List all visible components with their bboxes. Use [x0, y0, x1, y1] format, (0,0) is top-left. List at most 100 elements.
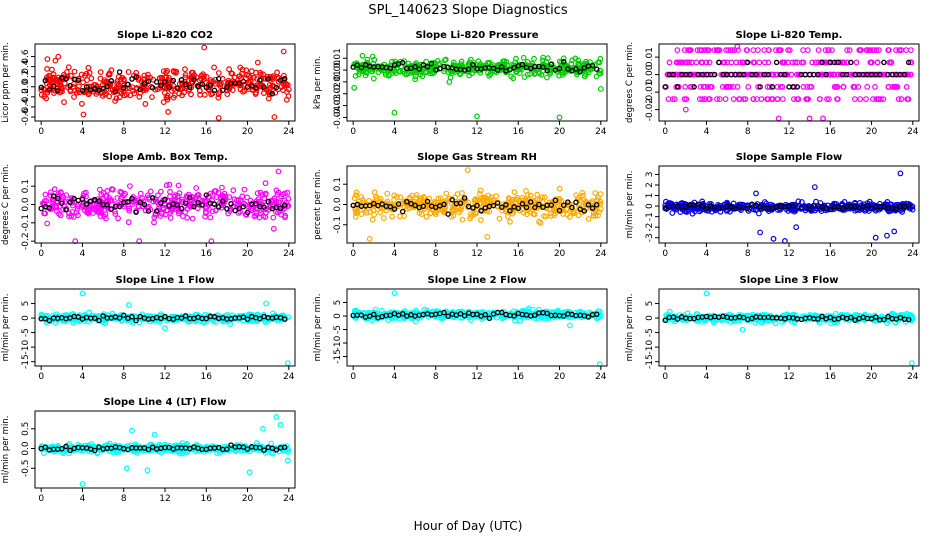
data-point [707, 83, 714, 90]
data-point-black [63, 207, 69, 213]
data-point [217, 83, 224, 89]
data-point [405, 60, 412, 67]
data-point [364, 56, 371, 63]
data-point [575, 212, 582, 219]
data-point [262, 180, 269, 187]
outlier-point [484, 233, 491, 240]
plot-frame [346, 43, 608, 122]
outlier-point [908, 360, 915, 367]
data-point [236, 73, 243, 80]
x-tick-label: 20 [242, 372, 254, 382]
y-tick-label: 0.1 [333, 177, 343, 191]
data-points [350, 167, 604, 242]
data-point-black [59, 200, 65, 206]
data-point-black [170, 77, 177, 84]
data-point [105, 71, 112, 78]
data-point-black [593, 311, 600, 318]
y-tick-label: 0.6 [21, 49, 31, 64]
data-point-black [371, 311, 377, 318]
x-tick-label: 0 [38, 372, 44, 382]
data-point [520, 54, 527, 61]
data-point [244, 194, 251, 201]
data-point [683, 96, 690, 102]
outlier-point [366, 235, 373, 242]
data-point-black [395, 201, 402, 207]
x-tick-label: 4 [80, 249, 86, 259]
data-point-black [794, 84, 801, 90]
data-point-black [379, 201, 385, 207]
data-point-black [527, 199, 534, 205]
y-axis-label: Licor ppm per min. [1, 42, 11, 123]
data-point [792, 59, 799, 66]
x-tick-label: 16 [201, 372, 213, 382]
data-point [369, 216, 376, 223]
data-point [778, 47, 784, 53]
data-point [491, 200, 497, 206]
data-point-black [877, 71, 883, 78]
data-point-black [511, 64, 517, 71]
data-point [78, 71, 85, 78]
data-point [558, 198, 565, 205]
x-tick-label: 16 [825, 249, 837, 259]
y-axis-label: degrees C per min. [1, 164, 11, 245]
data-point [41, 450, 47, 457]
data-point [799, 199, 805, 205]
panel-4: Slope Amb. Box Temp.degrees C per min.0 4… [1, 152, 296, 259]
data-point-black [207, 82, 214, 89]
data-point [669, 210, 676, 216]
data-point [834, 96, 841, 102]
y-tick-label: -1 [645, 212, 655, 221]
data-point [229, 87, 236, 93]
data-point-black [108, 77, 115, 84]
data-point-black [782, 71, 788, 78]
outlier-point [820, 115, 826, 122]
data-point [478, 217, 484, 224]
data-point [499, 61, 506, 67]
data-point-black [835, 204, 842, 210]
data-point [548, 213, 554, 219]
x-tick-label: 24 [595, 372, 607, 382]
data-point [521, 74, 528, 80]
x-tick-label: 20 [866, 249, 878, 259]
y-tick-label: -5 [21, 328, 31, 337]
data-point [102, 193, 109, 200]
data-point [384, 190, 391, 197]
data-point-black [470, 205, 476, 211]
data-point [126, 183, 133, 190]
data-point [274, 191, 281, 198]
data-point [468, 213, 474, 220]
data-point [716, 96, 723, 102]
data-point [61, 99, 67, 105]
data-point [505, 195, 512, 202]
data-point [49, 200, 56, 207]
data-point [885, 47, 892, 53]
data-point-black [486, 315, 493, 322]
data-point [55, 53, 62, 60]
data-point [285, 82, 291, 88]
data-point-black [158, 82, 164, 89]
data-point [898, 96, 905, 102]
data-point [698, 47, 705, 53]
x-tick-label: 4 [80, 372, 86, 382]
data-point-black [905, 316, 912, 323]
data-point [485, 69, 491, 76]
y-tick-label: 0.0 [21, 197, 31, 212]
data-point-black [565, 199, 571, 205]
data-point [556, 185, 563, 192]
x-tick-label: 16 [513, 249, 525, 259]
data-point-black [835, 59, 842, 66]
data-point-black [387, 65, 394, 72]
data-point-black [560, 202, 567, 208]
data-point [779, 59, 786, 66]
x-tick-label: 12 [783, 249, 794, 259]
data-point-black [137, 199, 143, 206]
data-point [791, 208, 798, 215]
data-point [779, 83, 786, 90]
data-point [864, 47, 871, 53]
data-point [846, 47, 853, 53]
data-point-black [257, 77, 263, 83]
data-point-black [158, 200, 164, 206]
outlier-point [811, 184, 818, 191]
y-tick-label: -3 [645, 233, 655, 242]
